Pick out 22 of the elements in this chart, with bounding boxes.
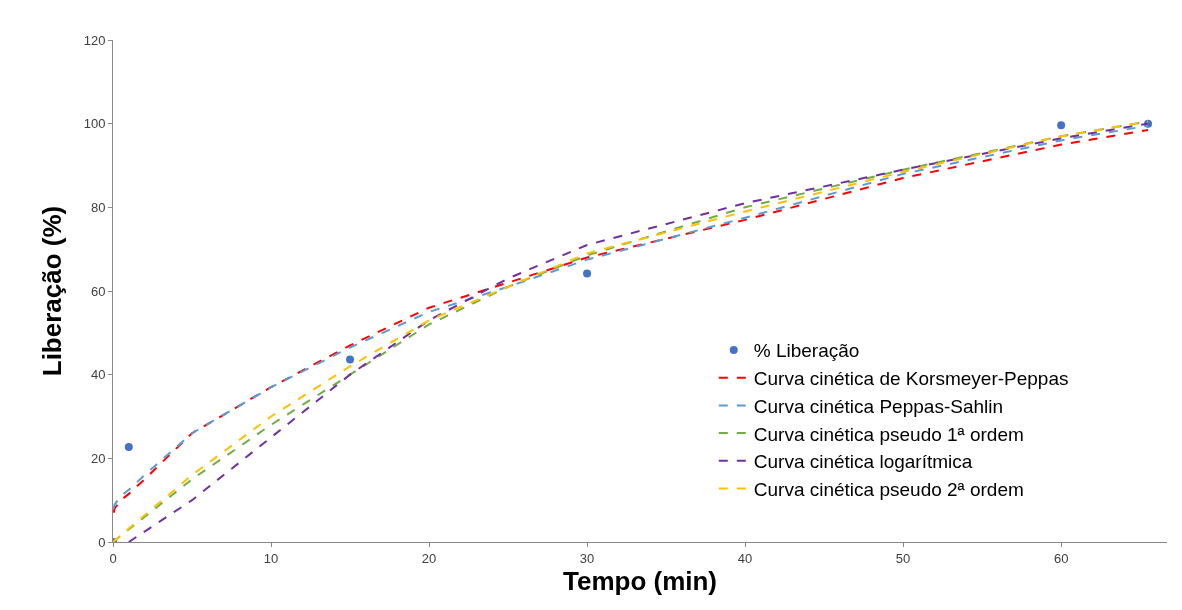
x-tick-label: 10 [263,550,279,566]
x-tick-label: 30 [579,550,595,566]
y-tick-label: 40 [90,367,106,383]
legend-label: % Liberação [753,340,860,362]
x-tick-label: 20 [421,550,437,566]
legend-label: Curva cinética pseudo 2ª ordem [753,478,1024,500]
x-tick-label: 60 [1053,550,1069,566]
y-tick-label: 120 [83,32,106,48]
legend-label: Curva cinética pseudo 1ª ordem [753,423,1024,445]
legend-label: Curva cinética Peppas-Sahlin [753,395,1004,417]
y-tick-label: 0 [98,534,106,550]
y-tick-label: 60 [90,283,106,299]
x-tick-label: 50 [895,550,911,566]
y-tick-label: 20 [90,450,106,466]
x-tick-label: 0 [109,550,117,566]
x-axis-title: Tempo (min) [562,565,718,596]
y-tick-label: 80 [90,199,106,215]
y-tick-label: 100 [83,116,106,132]
x-tick-label: 40 [737,550,753,566]
legend-label: Curva cinética logarítmica [753,451,973,473]
legend-label: Curva cinética de Korsmeyer-Peppas [753,368,1069,390]
y-axis-title: Liberação (%) [37,205,68,377]
